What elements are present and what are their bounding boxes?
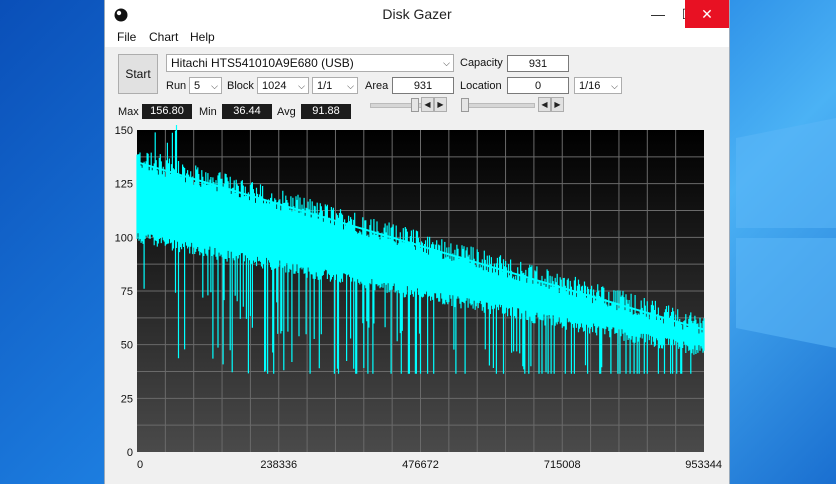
y-tick-label: 150 [115, 125, 133, 137]
chart-series [136, 125, 705, 374]
chevron-down-icon: ⌵ [347, 81, 354, 91]
location-fraction-select[interactable]: 1/16 ⌵ [574, 77, 622, 94]
x-tick-label: 476672 [402, 459, 439, 471]
block-label: Block [227, 80, 254, 92]
x-tick-label: 238336 [260, 459, 297, 471]
ratio-select-value: 1/1 [317, 80, 333, 92]
block-select-value: 1024 [262, 80, 287, 92]
location-slider-thumb[interactable] [461, 98, 469, 112]
upper-band-line [136, 161, 705, 331]
run-label: Run [166, 80, 187, 92]
location-right-arrow-icon[interactable]: ▶ [551, 97, 564, 112]
x-tick-label: 953344 [685, 459, 722, 471]
capacity-label: Capacity [460, 57, 503, 69]
area-right-arrow-icon[interactable]: ▶ [434, 97, 447, 112]
location-field[interactable]: 0 [507, 77, 569, 94]
close-button[interactable]: ✕ [685, 0, 729, 28]
app-icon [114, 8, 128, 22]
min-label: Min [199, 106, 217, 118]
windows-logo-icon [736, 118, 836, 348]
drive-select-value: Hitachi HTS541010A9E680 (USB) [171, 56, 354, 70]
chevron-down-icon: ⌵ [211, 81, 218, 91]
run-select[interactable]: 5 ⌵ [189, 77, 222, 94]
location-label: Location [460, 80, 502, 92]
ratio-select[interactable]: 1/1 ⌵ [312, 77, 358, 94]
y-tick-label: 0 [127, 447, 133, 459]
area-label: Area [365, 80, 389, 92]
block-select[interactable]: 1024 ⌵ [257, 77, 309, 94]
capacity-field[interactable]: 931 [507, 55, 569, 72]
lower-band-line [136, 229, 705, 346]
minimize-button[interactable]: — [651, 6, 665, 22]
drive-select[interactable]: Hitachi HTS541010A9E680 (USB) ⌵ [166, 54, 454, 72]
chevron-down-icon: ⌵ [611, 81, 618, 91]
min-value: 36.44 [222, 104, 272, 119]
run-select-value: 5 [194, 80, 201, 92]
area-field[interactable]: 931 [392, 77, 454, 94]
menu-help[interactable]: Help [190, 30, 215, 44]
y-tick-label: 75 [121, 286, 133, 298]
start-button[interactable]: Start [118, 54, 158, 94]
x-tick-label: 0 [137, 459, 143, 471]
window-title: Disk Gazer [382, 6, 452, 22]
max-label: Max [118, 106, 139, 118]
avg-label: Avg [277, 106, 296, 118]
y-tick-label: 125 [115, 179, 133, 191]
area-slider-thumb[interactable] [411, 98, 419, 112]
max-value: 156.80 [142, 104, 192, 119]
menu-file[interactable]: File [117, 30, 137, 44]
location-fraction-value: 1/16 [579, 80, 601, 92]
area-left-arrow-icon[interactable]: ◀ [421, 97, 434, 112]
location-left-arrow-icon[interactable]: ◀ [538, 97, 551, 112]
y-axis-ticks: 150 125 100 75 50 25 0 [115, 125, 133, 459]
transfer-rate-series [136, 125, 705, 374]
y-tick-label: 25 [121, 393, 133, 405]
menu-bar: File Chart Help [105, 28, 729, 47]
title-bar[interactable]: Disk Gazer — ☐ ✕ [105, 0, 729, 28]
chevron-down-icon: ⌵ [443, 58, 450, 68]
avg-value: 91.88 [301, 104, 351, 119]
y-tick-label: 100 [115, 232, 133, 244]
menu-chart[interactable]: Chart [149, 30, 179, 44]
y-tick-label: 50 [121, 340, 133, 352]
x-tick-label: 715008 [544, 459, 581, 471]
x-axis-ticks: 0 238336 476672 715008 953344 [137, 459, 722, 471]
chevron-down-icon: ⌵ [298, 81, 305, 91]
